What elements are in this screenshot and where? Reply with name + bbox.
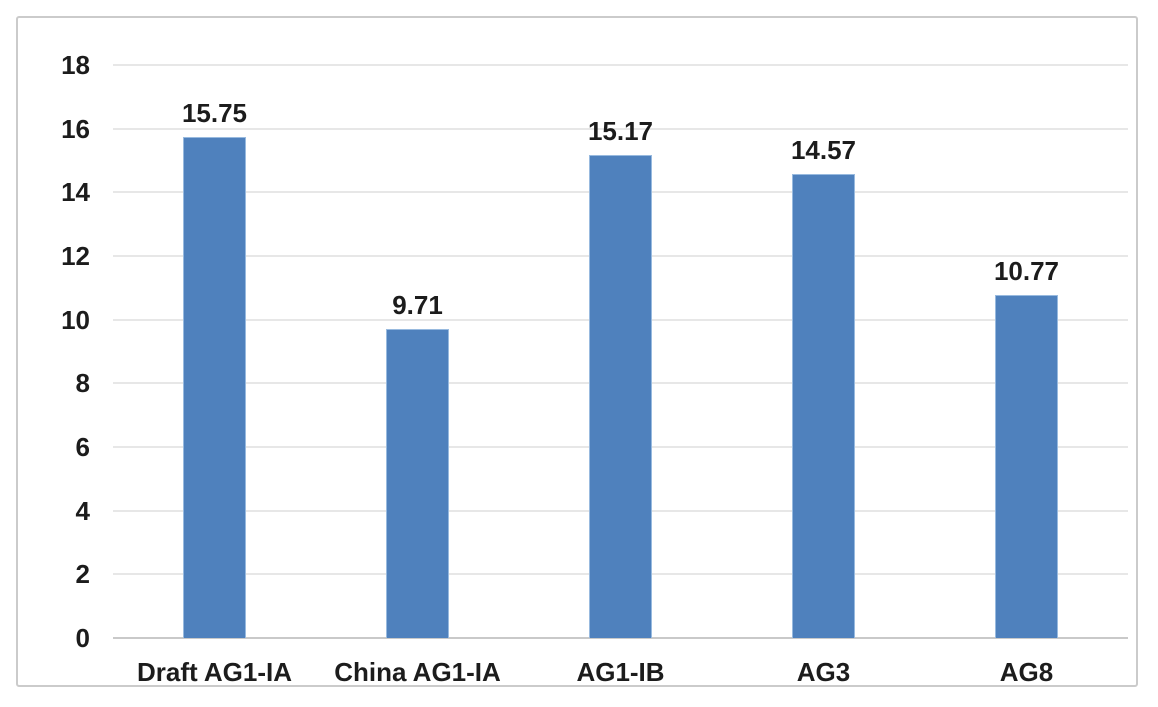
bar-slot: 15.75: [113, 65, 316, 638]
y-tick-label: 0: [75, 623, 90, 653]
bar: [183, 136, 246, 638]
bar-value-label: 15.17: [587, 116, 654, 147]
gridline: [113, 64, 1128, 66]
bar: [386, 328, 449, 638]
bar-value-label: 14.57: [790, 135, 857, 166]
plot-area: 15.75 9.71 15.17 14.57 10.77: [113, 64, 1128, 639]
x-tick-label: AG3: [796, 657, 851, 687]
x-tick-label: AG8: [999, 657, 1054, 687]
y-tick-label: 4: [75, 495, 90, 526]
y-tick-label: 18: [61, 50, 90, 80]
x-tick-label: China AG1-IA: [334, 657, 501, 687]
chart-frame: 15.75 9.71 15.17 14.57 10.77 0 2 4 6 8 10 12 14 16 18…: [16, 16, 1138, 687]
bar-value-label: 15.75: [181, 97, 248, 128]
x-tick-label: AG1-IB: [576, 657, 665, 687]
y-tick-label: 8: [75, 368, 90, 399]
y-tick-label: 14: [61, 177, 90, 208]
y-tick-label: 2: [75, 559, 90, 590]
bar-slot: 14.57: [722, 65, 925, 638]
bar: [995, 295, 1058, 638]
x-axis-labels: Draft AG1-IA China AG1-IA AG1-IB AG3 AG8: [113, 656, 1128, 688]
bar: [589, 155, 652, 638]
bar-slot: 15.17: [519, 65, 722, 638]
y-tick-label: 16: [61, 113, 90, 144]
x-axis-line: [113, 637, 1128, 639]
bar: [792, 174, 855, 638]
y-tick-label: 6: [75, 431, 90, 462]
bar-value-label: 9.71: [392, 289, 443, 320]
y-tick-label: 10: [61, 304, 90, 335]
bar-series: 15.75 9.71 15.17 14.57 10.77: [113, 65, 1128, 638]
bar-value-label: 10.77: [993, 256, 1060, 287]
y-axis-labels: 0 2 4 6 8 10 12 14 16 18: [38, 50, 90, 653]
bar-slot: 10.77: [925, 65, 1128, 638]
y-tick-label: 12: [61, 240, 90, 271]
gridline: [113, 127, 1128, 130]
x-tick-label: Draft AG1-IA: [136, 657, 293, 687]
bar-slot: 9.71: [316, 65, 519, 638]
